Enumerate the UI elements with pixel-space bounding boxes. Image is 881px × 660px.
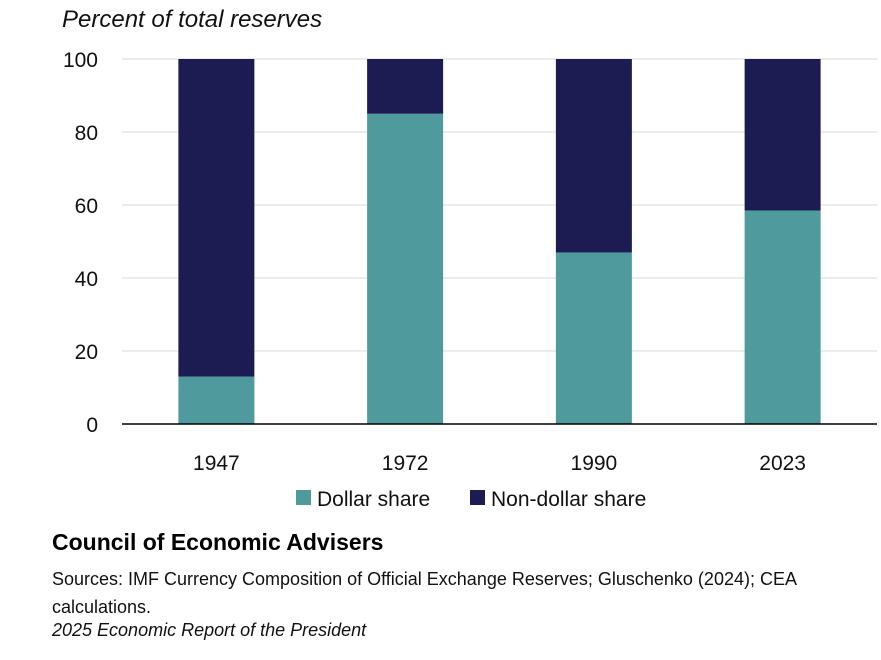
bar-non-dollar-2023 <box>744 59 821 211</box>
y-axis-label: Percent of total reserves <box>62 6 323 33</box>
tick-labels: 0 20 40 60 80 100 1947 1972 1990 2023 <box>63 49 806 475</box>
x-tick-label-1990: 1990 <box>571 452 618 475</box>
bar-dollar-1947 <box>178 376 255 424</box>
y-tick-label-80: 80 <box>75 122 98 145</box>
stacked-bar-chart: 0 20 40 60 80 100 1947 1972 1990 2023 Dollar shar… <box>63 49 877 511</box>
y-tick-label-20: 20 <box>75 341 98 364</box>
bar-non-dollar-1972 <box>367 59 444 114</box>
legend-non-dollar-share-swatch <box>470 490 485 505</box>
legend-dollar-share-swatch <box>296 490 311 505</box>
y-tick-label-100: 100 <box>63 49 98 72</box>
bars <box>178 59 821 424</box>
bar-dollar-1972 <box>367 113 444 424</box>
bar-dollar-1990 <box>555 252 632 424</box>
organization-name: Council of Economic Advisers <box>52 529 384 555</box>
bar-non-dollar-1947 <box>178 59 255 377</box>
y-tick-label-40: 40 <box>75 268 98 291</box>
report-title: 2025 Economic Report of the President <box>52 620 367 640</box>
x-tick-label-1947: 1947 <box>193 452 240 475</box>
bar-dollar-2023 <box>744 210 821 424</box>
legend-dollar-share-label: Dollar share <box>317 488 430 511</box>
legend-non-dollar-share-label: Non-dollar share <box>491 488 646 511</box>
sources-note: Sources: IMF Currency Composition of Off… <box>52 569 796 617</box>
x-tick-label-1972: 1972 <box>382 452 429 475</box>
legend: Dollar share Non-dollar share <box>296 488 646 511</box>
bar-non-dollar-1990 <box>555 59 632 253</box>
y-tick-label-0: 0 <box>86 414 98 437</box>
x-tick-label-2023: 2023 <box>759 452 806 475</box>
y-tick-label-60: 60 <box>75 195 98 218</box>
